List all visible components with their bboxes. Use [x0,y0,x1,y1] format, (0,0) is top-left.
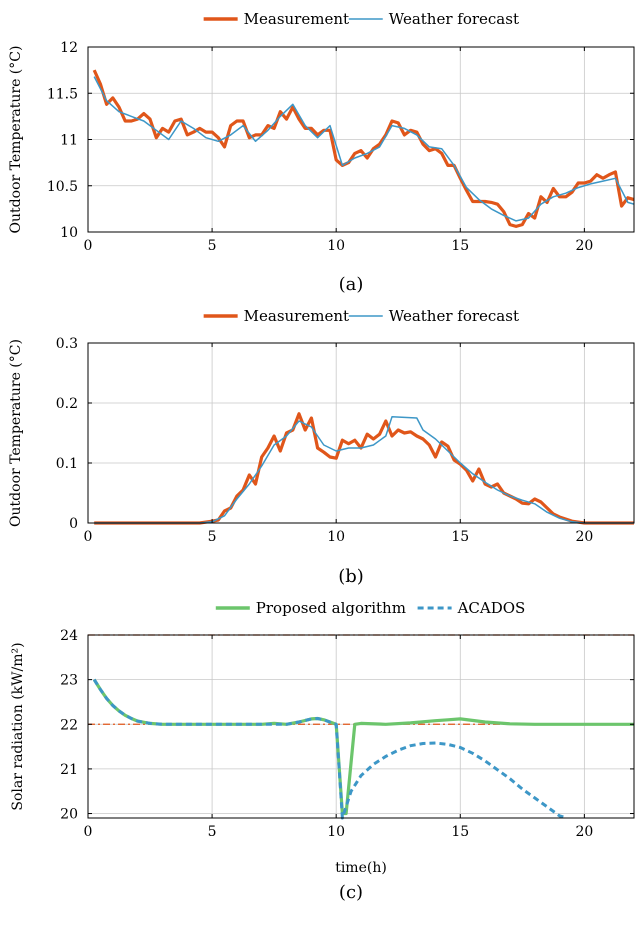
legend-label: Measurement [244,307,349,325]
plot-frame [87,342,635,524]
y-tick-label: 0 [69,516,78,532]
legend-label: Proposed algorithm [256,599,406,617]
y-tick-label: 10 [60,225,78,241]
legend-label: Weather forecast [389,10,519,28]
y-tick-label: 0.3 [56,336,78,352]
y-tick-label: 11.5 [47,86,78,102]
y-tick-label: 10.5 [47,179,78,195]
legend-label: Measurement [244,10,349,28]
x-tick-label: 0 [84,238,93,254]
x-axis-label: time(h) [335,860,387,876]
y-tick-label: 23 [60,673,78,689]
x-tick-label: 10 [327,824,345,840]
y-tick-label: 24 [60,628,78,644]
legend: Measurement Weather forecast [203,10,519,28]
x-tick-label: 20 [575,529,593,545]
y-tick-label: 0.1 [56,456,78,472]
x-tick-label: 15 [451,238,469,254]
y-tick-label: 0.2 [56,396,78,412]
x-tick-label: 15 [451,529,469,545]
x-tick-label: 20 [575,238,593,254]
legend: Proposed algorithm ACADOS [215,599,526,617]
series-line-weather-forecast [94,416,634,524]
x-tick-label: 5 [208,529,217,545]
panel-caption: (c) [339,882,363,903]
legend-label: Weather forecast [389,307,519,325]
panel-b: 0 5 10 15 20 0 0.1 0.2 0.3 Outdoor Temperature (°… [8,307,635,587]
series-line-proposed-algorithm [92,678,634,816]
panel-caption: (b) [338,566,364,587]
x-tick-label: 5 [208,824,217,840]
legend-label: ACADOS [457,599,526,617]
y-tick-label: 11 [60,133,78,149]
x-tick-label: 0 [84,529,93,545]
x-tick-label: 0 [84,824,93,840]
panel-a: 0 5 10 15 20 10 10.5 11 11.5 12 Outdoor Temperatur… [8,10,635,295]
x-tick-label: 10 [327,529,345,545]
plot-frame [87,634,635,819]
y-tick-label: 22 [60,717,78,733]
y-tick-label: 21 [60,762,78,778]
y-axis-label: Solar radiation (kW/m²) [10,642,26,810]
x-tick-label: 20 [575,824,593,840]
y-tick-label: 20 [60,807,78,823]
legend: Measurement Weather forecast [203,307,519,325]
x-tick-label: 15 [451,824,469,840]
y-tick-label: 12 [60,40,78,56]
y-axis-label: Outdoor Temperature (°C) [8,339,24,527]
x-tick-label: 5 [208,238,217,254]
series-line-measurement [94,412,634,525]
y-axis-label: Outdoor Temperature (°C) [8,46,24,234]
series-line-acados [92,678,568,820]
panel-caption: (a) [339,274,364,295]
series-line-weather-forecast [93,76,634,222]
x-tick-label: 10 [327,238,345,254]
panel-c: 0 5 10 15 20 20 21 22 23 24 Solar radiation (kW/m²… [10,599,635,903]
